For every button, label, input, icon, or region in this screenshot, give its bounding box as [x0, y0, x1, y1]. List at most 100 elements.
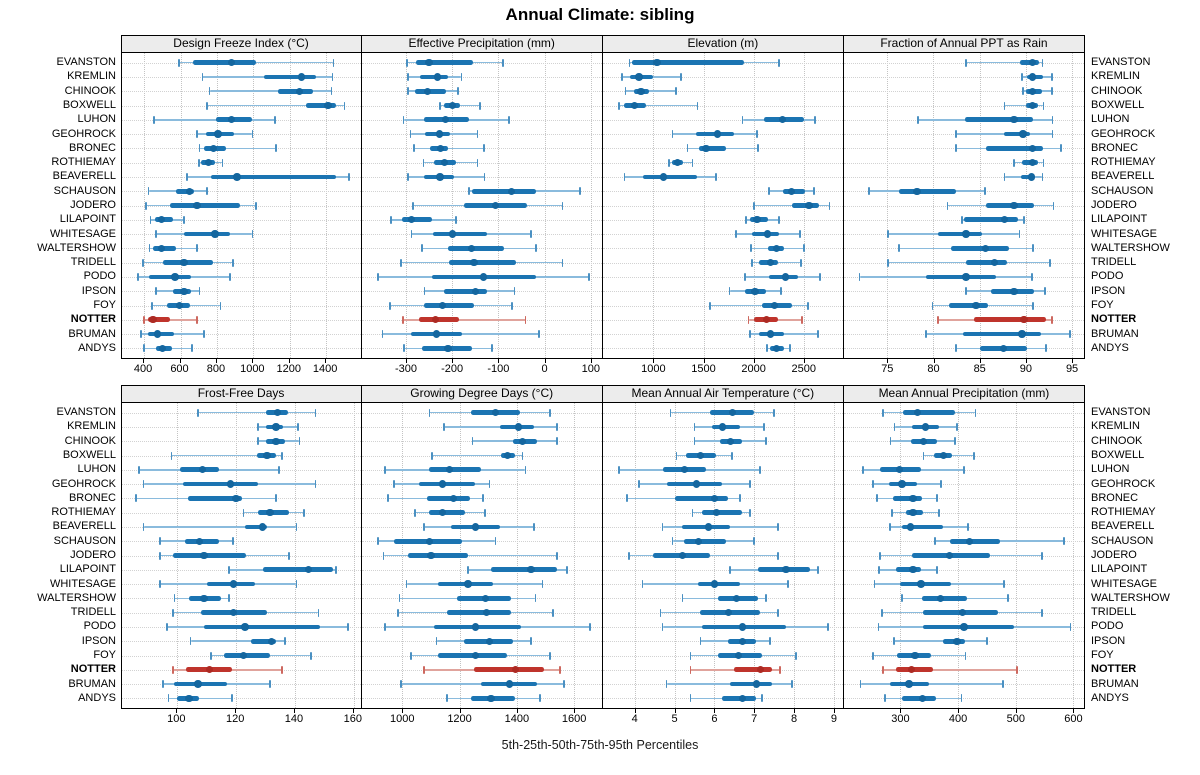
- whisker-line: [171, 454, 282, 457]
- gridline-horizontal: [602, 319, 843, 321]
- whisker-cap-high: [986, 637, 988, 646]
- whisker-cap-high: [954, 437, 957, 446]
- gridline-vertical: [833, 402, 835, 708]
- whisker-cap-high: [1007, 594, 1010, 603]
- whisker-cap-high: [561, 258, 564, 267]
- whisker-cap-high: [798, 230, 801, 239]
- median-dot: [485, 637, 494, 645]
- station-label-right: IPSON: [1091, 284, 1126, 297]
- gridline-horizontal: [121, 291, 361, 293]
- median-dot: [304, 566, 312, 574]
- whisker-cap-high: [548, 408, 551, 417]
- whisker-cap-low: [765, 344, 768, 353]
- axis-tick-label: 9: [830, 712, 837, 725]
- axis-tick-label: 500: [1006, 712, 1025, 725]
- whisker-cap-low: [883, 694, 886, 703]
- median-dot: [471, 623, 479, 631]
- whisker-cap-high: [749, 508, 752, 517]
- whisker-cap-high: [827, 622, 829, 631]
- gridline-horizontal: [121, 412, 361, 414]
- station-label-left: LUHON: [77, 113, 116, 126]
- median-dot: [198, 466, 207, 474]
- iqr-bar: [429, 510, 466, 515]
- median-dot: [653, 58, 661, 67]
- whisker-cap-low: [166, 622, 168, 631]
- gridline-vertical: [289, 52, 291, 358]
- median-dot: [273, 408, 282, 417]
- whisker-cap-low: [382, 551, 385, 560]
- whisker-cap-low: [471, 437, 474, 446]
- median-dot: [921, 423, 929, 431]
- gridline-horizontal: [361, 76, 602, 78]
- iqr-bar: [965, 260, 1008, 265]
- whisker-cap-low: [693, 437, 696, 446]
- axis-tick: [674, 708, 676, 713]
- whisker-cap-low: [877, 622, 880, 631]
- iqr-bar: [951, 246, 1010, 251]
- whisker-cap-high: [963, 465, 965, 474]
- whisker-cap-low: [402, 315, 405, 324]
- whisker-cap-high: [335, 565, 337, 574]
- whisker-cap-high: [1063, 537, 1066, 546]
- whisker-cap-high: [561, 201, 564, 210]
- whisker-cap-high: [534, 244, 537, 253]
- whisker-line: [403, 318, 526, 321]
- axis-tick: [1072, 358, 1074, 363]
- whisker-line: [440, 104, 480, 107]
- gridline-horizontal: [843, 162, 1084, 164]
- whisker-cap-high: [1042, 101, 1045, 110]
- station-label-right: KREMLIN: [1091, 70, 1140, 83]
- station-label-left: WALTERSHOW: [37, 241, 116, 254]
- panel-plot: [843, 402, 1085, 709]
- median-dot: [907, 523, 915, 531]
- whisker-cap-low: [387, 494, 389, 503]
- whisker-cap-high: [1044, 287, 1047, 296]
- median-dot: [772, 344, 780, 353]
- whisker-cap-high: [269, 680, 271, 689]
- axis-tick-label: 75: [881, 362, 894, 375]
- station-label-right: LILAPOINT: [1091, 563, 1148, 576]
- gridline-horizontal: [843, 698, 1084, 700]
- median-dot: [1028, 144, 1037, 153]
- whisker-line: [618, 104, 698, 107]
- gridline-horizontal: [843, 441, 1084, 443]
- whisker-cap-low: [916, 115, 919, 124]
- median-dot: [738, 637, 746, 645]
- iqr-bar: [895, 567, 921, 573]
- panel-strip: Frost-Free Days: [120, 385, 362, 403]
- whisker-cap-high: [347, 622, 349, 631]
- gridline-horizontal: [121, 426, 361, 428]
- whisker-cap-low: [745, 215, 747, 224]
- gridline-horizontal: [843, 498, 1084, 500]
- whisker-cap-high: [533, 522, 535, 531]
- whisker-cap-low: [402, 115, 405, 124]
- station-label-left: SCHAUSON: [53, 184, 116, 197]
- station-label-right: LILAPOINT: [1091, 213, 1148, 226]
- whisker-cap-low: [377, 537, 379, 546]
- whisker-cap-high: [198, 287, 201, 296]
- median-dot: [470, 258, 478, 267]
- whisker-cap-low: [173, 594, 176, 603]
- whisker-cap-low: [637, 480, 640, 489]
- gridline-horizontal: [121, 305, 361, 307]
- median-dot: [898, 480, 906, 488]
- whisker-cap-low: [872, 651, 875, 660]
- station-label-right: BEAVERELL: [1091, 520, 1155, 533]
- axis-tick: [958, 708, 960, 713]
- gridline-horizontal: [843, 91, 1084, 93]
- whisker-cap-low: [931, 301, 934, 310]
- whisker-cap-low: [617, 465, 620, 474]
- median-dot: [1028, 158, 1037, 167]
- median-dot: [423, 87, 432, 95]
- median-dot: [211, 230, 219, 238]
- axis-tick-label: 4: [631, 712, 638, 725]
- axis-tick-label: 1000: [390, 712, 415, 725]
- station-label-right: ANDYS: [1091, 341, 1129, 354]
- station-label-left: PODO: [83, 620, 116, 633]
- station-label-left: EVANSTON: [56, 406, 117, 419]
- median-dot: [1010, 201, 1018, 210]
- whisker-cap-high: [274, 115, 277, 124]
- axis-tick: [1025, 358, 1027, 363]
- iqr-bar: [443, 288, 488, 294]
- whisker-cap-low: [750, 244, 752, 253]
